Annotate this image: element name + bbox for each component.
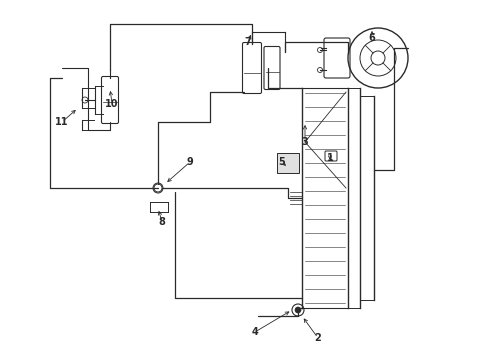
Text: 10: 10 <box>105 99 119 109</box>
FancyBboxPatch shape <box>277 153 299 173</box>
Text: 6: 6 <box>368 33 375 43</box>
Circle shape <box>295 307 301 313</box>
Text: 3: 3 <box>302 137 308 147</box>
Text: 2: 2 <box>315 333 321 343</box>
Text: 4: 4 <box>252 327 258 337</box>
Text: 1: 1 <box>327 153 333 163</box>
Text: 9: 9 <box>187 157 194 167</box>
Text: 7: 7 <box>245 37 251 47</box>
Text: 11: 11 <box>55 117 69 127</box>
Text: 8: 8 <box>159 217 166 227</box>
Text: 5: 5 <box>279 157 285 167</box>
